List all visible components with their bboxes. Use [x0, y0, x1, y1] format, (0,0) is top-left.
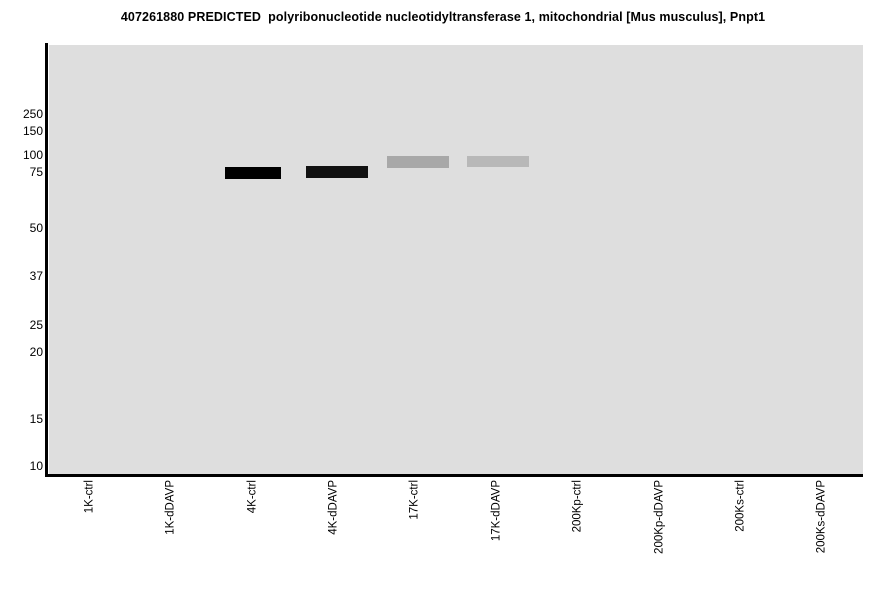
- y-tick-label: 75: [29, 165, 43, 179]
- y-axis-tick-labels: 250 150 100 75 50 37 25 20 15 10: [0, 0, 46, 595]
- y-tick-label: 250: [22, 107, 43, 121]
- x-axis-spine: [45, 474, 863, 477]
- x-tick-label-text: 200Kp-ctrl: [571, 480, 584, 533]
- x-tick-label-text: 1K-dDAVP: [164, 480, 177, 535]
- gel-band: [306, 166, 368, 178]
- gel-band: [467, 156, 529, 167]
- y-axis-spine: [45, 43, 48, 476]
- x-tick-label-text: 1K-ctrl: [82, 480, 95, 514]
- y-tick-label: 100: [22, 148, 43, 162]
- y-tick-label: 15: [29, 412, 43, 426]
- y-tick-label: 50: [29, 221, 43, 235]
- gel-band: [225, 167, 281, 179]
- gel-band: [387, 156, 449, 168]
- x-axis-tick-labels: 1K-ctrl 1K-dDAVP 4K-ctrl 4K-dDAVP 17K-ctrl 17…: [49, 480, 863, 595]
- plot-area: [49, 45, 863, 474]
- y-tick-label: 25: [29, 318, 43, 332]
- x-tick-label-text: 200Kp-dDAVP: [652, 480, 665, 554]
- x-tick-label-text: 200Ks-ctrl: [734, 480, 747, 532]
- y-tick-label: 37: [29, 269, 43, 283]
- x-tick-label-text: 4K-ctrl: [245, 480, 258, 514]
- page-title: 407261880 PREDICTED polyribonucleotide n…: [120, 10, 766, 24]
- y-tick-label: 10: [29, 459, 43, 473]
- x-tick-label-text: 17K-ctrl: [408, 480, 421, 520]
- x-tick-label-text: 17K-dDAVP: [489, 480, 502, 542]
- y-tick-label: 20: [29, 345, 43, 359]
- x-tick-label-text: 200Ks-dDAVP: [815, 480, 828, 554]
- x-tick-label-text: 4K-dDAVP: [327, 480, 340, 535]
- y-tick-label: 150: [22, 124, 43, 138]
